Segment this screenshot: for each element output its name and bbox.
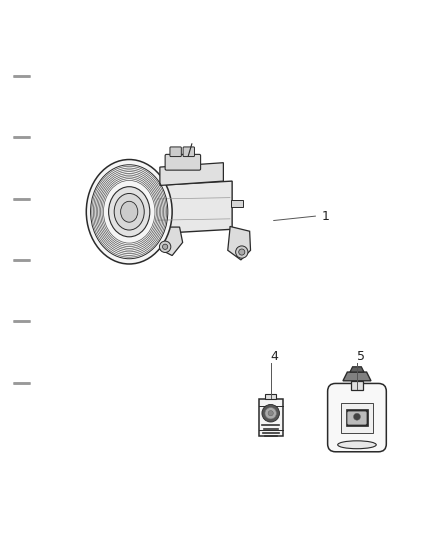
Text: 1: 1	[322, 209, 330, 223]
FancyBboxPatch shape	[183, 147, 194, 157]
FancyBboxPatch shape	[170, 147, 181, 157]
FancyBboxPatch shape	[258, 399, 283, 436]
FancyBboxPatch shape	[341, 403, 373, 432]
Ellipse shape	[114, 193, 144, 230]
Circle shape	[162, 244, 168, 249]
Circle shape	[159, 241, 171, 253]
Circle shape	[268, 410, 273, 416]
Ellipse shape	[120, 201, 138, 222]
Ellipse shape	[338, 441, 376, 449]
FancyBboxPatch shape	[328, 383, 386, 452]
Bar	[351, 381, 363, 391]
Ellipse shape	[109, 187, 150, 237]
Circle shape	[239, 249, 245, 255]
Polygon shape	[343, 372, 371, 381]
Circle shape	[262, 405, 279, 422]
Circle shape	[353, 413, 360, 420]
FancyBboxPatch shape	[347, 411, 367, 425]
Bar	[265, 394, 276, 399]
Text: 4: 4	[271, 350, 279, 363]
Text: 5: 5	[357, 350, 365, 363]
Polygon shape	[158, 183, 163, 240]
Polygon shape	[155, 181, 232, 233]
Ellipse shape	[86, 159, 172, 264]
Bar	[346, 409, 368, 426]
Polygon shape	[151, 227, 183, 255]
Polygon shape	[228, 227, 251, 260]
Circle shape	[236, 246, 248, 258]
FancyBboxPatch shape	[165, 155, 201, 170]
Circle shape	[265, 408, 276, 419]
Polygon shape	[350, 367, 364, 372]
Polygon shape	[160, 163, 223, 185]
Polygon shape	[231, 200, 243, 207]
